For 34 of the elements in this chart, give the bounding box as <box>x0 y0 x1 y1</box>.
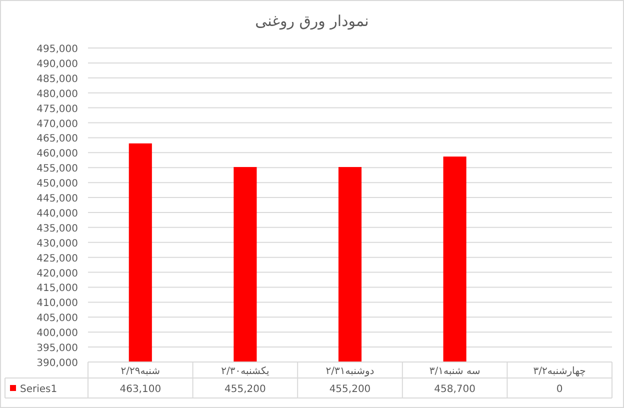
ytick: 425,000 <box>36 253 78 264</box>
xtick: سه شنبه۳/۱ <box>429 366 480 377</box>
value-label: 455,200 <box>224 384 266 395</box>
ytick: 475,000 <box>36 104 78 115</box>
ytick: 430,000 <box>36 238 78 250</box>
value-label: 0 <box>556 384 563 395</box>
ytick: 480,000 <box>36 88 78 100</box>
ytick: 390,000 <box>36 358 78 369</box>
ytick: 415,000 <box>36 283 78 294</box>
ytick: 455,000 <box>36 164 78 175</box>
ytick: 470,000 <box>36 118 78 130</box>
ytick: 400,000 <box>36 328 78 340</box>
value-label: 458,700 <box>434 384 476 395</box>
ytick: 465,000 <box>36 134 78 145</box>
ytick: 440,000 <box>36 208 78 220</box>
xtick: یکشنبه۲/۳۰ <box>221 366 270 377</box>
ytick: 485,000 <box>36 74 78 85</box>
xtick: شنبه۲/۲۹ <box>120 366 160 377</box>
ytick: 445,000 <box>36 194 78 205</box>
ytick: 420,000 <box>36 268 78 280</box>
title: نمودار ورق روغنی <box>255 12 369 30</box>
ytick: 460,000 <box>36 148 78 160</box>
xtick: دوشنبه۲/۳۱ <box>326 366 374 377</box>
value-label: 463,100 <box>120 384 162 395</box>
ytick: 405,000 <box>36 313 78 324</box>
ytick: 450,000 <box>36 178 78 190</box>
legend: Series1 <box>20 384 58 395</box>
ytick: 435,000 <box>36 223 78 234</box>
value-label: 455,200 <box>329 384 371 395</box>
xtick: چهارشنبه۳/۲ <box>533 366 586 377</box>
ytick: 490,000 <box>36 58 78 70</box>
ytick: 395,000 <box>36 343 78 354</box>
ytick: 410,000 <box>36 298 78 310</box>
ytick: 495,000 <box>36 44 78 55</box>
